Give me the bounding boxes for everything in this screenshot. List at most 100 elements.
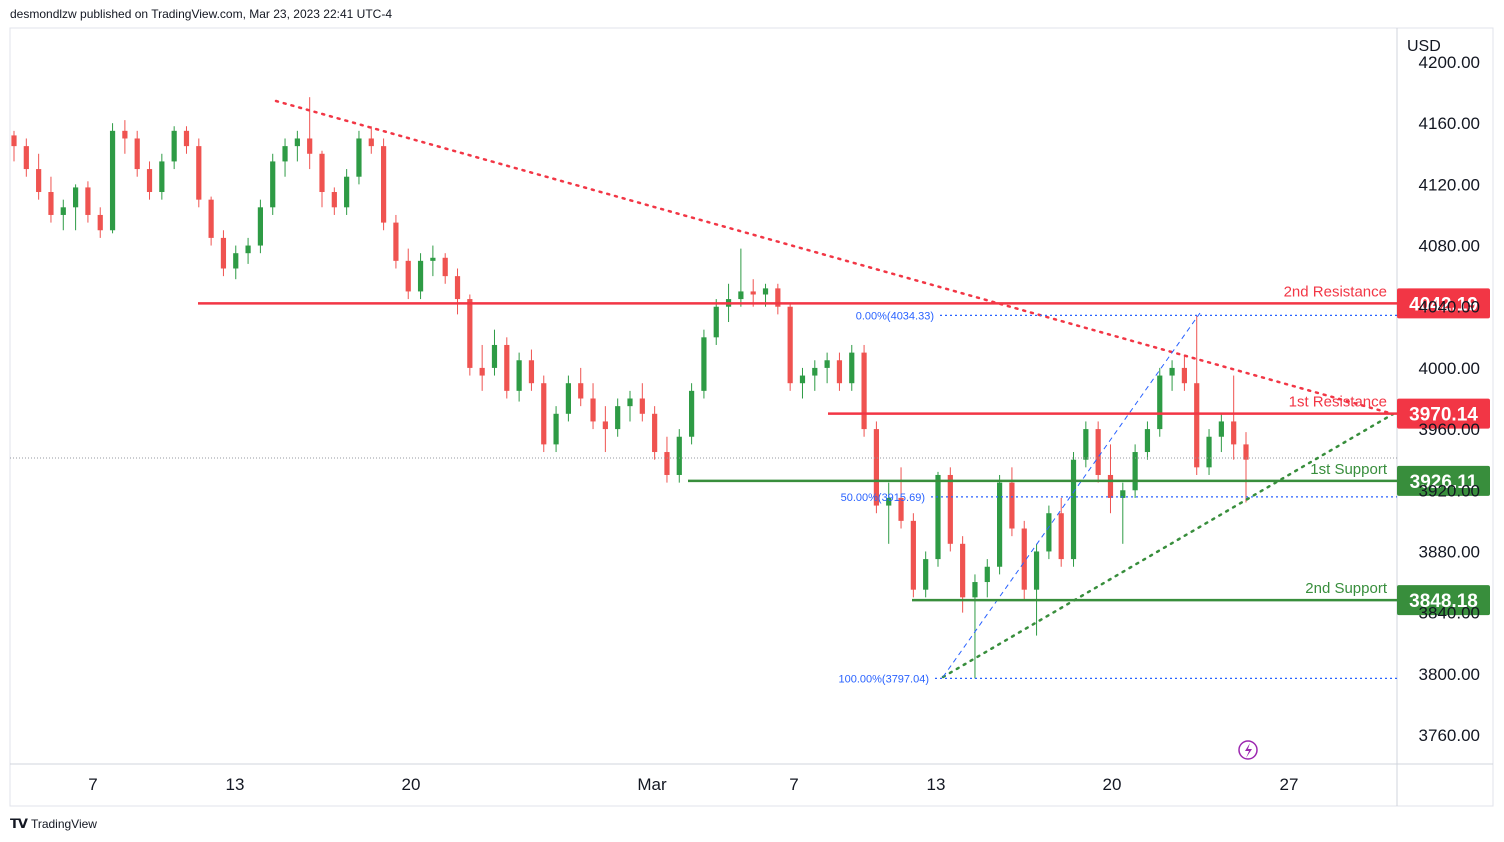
price-badge-label: 3926.11 [1410,472,1478,493]
price-badge [1397,398,1490,429]
y-tick-label: 3880.00 [1419,542,1480,561]
candle-body [873,429,879,506]
lightning-bolt [1245,743,1252,758]
candle-body [652,413,658,453]
candle-body [85,187,91,215]
x-tick-label: 7 [88,775,97,794]
y-tick-label: 4200.00 [1419,53,1480,72]
candle-body [553,413,559,445]
candle-body [294,138,300,147]
candle-body [528,360,535,384]
candle-body [467,299,473,368]
candle-body [122,130,128,139]
y-tick-label: 4080.00 [1419,237,1480,256]
candle-body [1095,429,1101,475]
y-tick-label: 3920.00 [1419,481,1480,500]
candle-body [331,192,337,208]
y-tick-label: 3760.00 [1419,726,1480,745]
candle-body [935,474,941,560]
candle-body [541,383,547,445]
y-tick-label: 3960.00 [1419,420,1480,439]
publisher-header: desmondlzw published on TradingView.com,… [10,7,392,21]
candle-body [307,138,313,154]
ascending-trendline[interactable] [941,412,1395,679]
fib-level-label: 100.00%(3797.04) [838,673,929,685]
candle-body [812,367,818,376]
candle-body [565,383,571,414]
candle-body [1144,429,1151,453]
fib-level-label: 0.00%(4034.33) [856,310,934,322]
candle-body [146,169,153,193]
level-name-label: 1st Support [1310,461,1388,478]
candle-body [171,130,177,162]
candle-body [220,237,227,269]
candle-body [23,146,29,170]
candle-body [1070,459,1077,560]
price-badge-label: 3970.14 [1409,405,1478,426]
candle-body [627,398,633,407]
candle-body [1009,482,1015,529]
candle-body [602,421,608,430]
candle-body [849,352,855,384]
candle-body [442,257,448,277]
candle-body [516,360,522,391]
candle-body [73,187,79,208]
candle-body [430,257,436,261]
candle-body [257,207,263,246]
candle-body [664,452,670,475]
candle-body [183,130,190,147]
candle-body [1046,513,1052,552]
candle-body [109,130,116,231]
candle-body [1058,513,1064,560]
candle-body [491,344,498,368]
descending-trendline[interactable] [274,99,1395,416]
candle-body [36,169,42,193]
candle-body [344,176,350,208]
tradingview-footer[interactable]: 𝗧𝗩 TradingView [10,816,97,832]
candle-body [1218,421,1224,437]
fib-level-label: 50.00%(3915.69) [841,492,925,504]
candle-body [947,474,953,544]
fib-diagonal [942,312,1201,678]
candle-body [762,288,769,295]
candle-body [196,146,202,200]
chart-frame [9,27,1494,807]
candle-body [639,398,645,414]
tradingview-logo-icon: 𝗧𝗩 [10,816,28,831]
candle-body [799,375,806,384]
candle-body [997,482,1003,567]
y-tick-label: 3840.00 [1419,604,1480,623]
candle-body [1157,375,1163,430]
candle-body [775,288,781,307]
candle-body [368,138,374,147]
candle-body [1083,429,1089,460]
x-tick-label: 13 [927,775,946,794]
candle-body [356,138,362,177]
candle-body [159,161,165,193]
candle-body [60,207,66,215]
price-badge [1397,465,1490,496]
lightning-icon[interactable] [1238,740,1258,760]
candle-body [713,306,719,338]
candle-body [984,566,990,583]
y-tick-label: 4160.00 [1419,114,1480,133]
candle-body [1181,367,1187,384]
candle-body [134,138,140,170]
price-badge-label: 4042.19 [1409,294,1478,315]
candle-body [1107,474,1114,498]
candle-body [886,497,892,506]
candle-body [97,214,103,231]
candle-body [1021,528,1027,590]
x-tick-label: 13 [226,775,245,794]
candle-body [1033,551,1040,590]
price-badge [1397,585,1490,616]
x-tick-label: 27 [1280,775,1299,794]
candle-body [615,406,621,430]
candle-body [824,360,830,368]
candle-body [836,360,843,384]
level-name-label: 1st Resistance [1289,394,1387,411]
candle-body [676,436,682,475]
candle-body [910,520,916,590]
candle-body [738,291,744,300]
